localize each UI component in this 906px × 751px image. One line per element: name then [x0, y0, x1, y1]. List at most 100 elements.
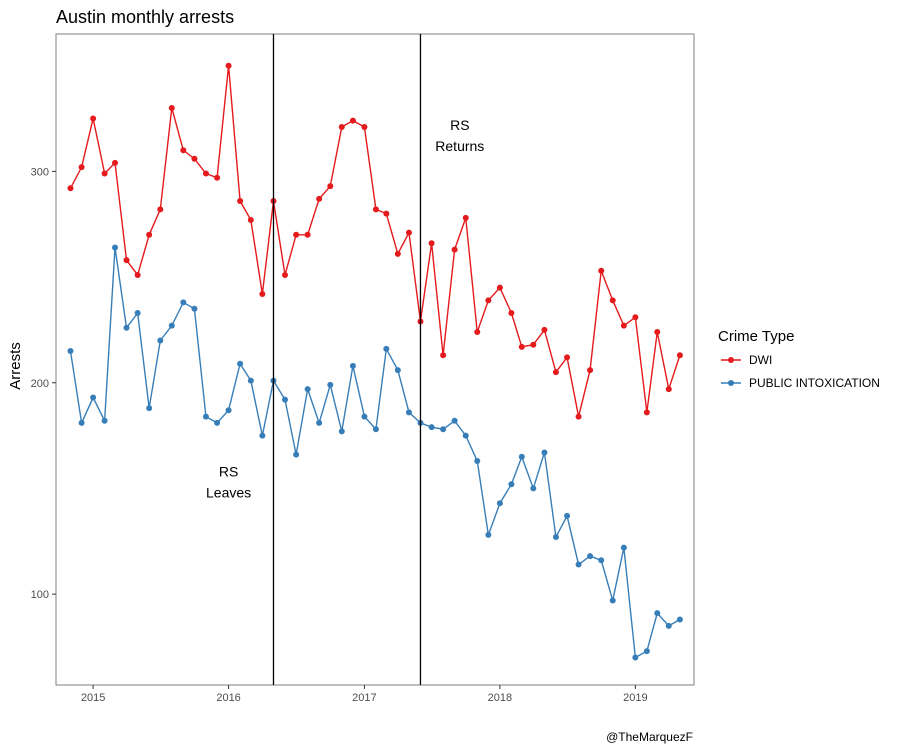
data-point	[518, 453, 525, 460]
data-point	[90, 115, 97, 122]
data-point	[665, 622, 672, 629]
data-point	[598, 557, 605, 564]
data-point	[462, 432, 469, 439]
data-point	[643, 409, 650, 416]
data-point	[587, 553, 594, 560]
data-point	[281, 271, 288, 278]
data-point	[146, 405, 153, 412]
x-tick-label: 2016	[216, 692, 240, 704]
data-point	[575, 413, 582, 420]
data-point	[293, 451, 300, 458]
plot-area: 2015 2016 2017 2018 2019 100 200 300 RS Leaves RS R…	[31, 33, 695, 704]
data-point	[361, 413, 368, 420]
data-point	[202, 413, 209, 420]
data-point	[338, 428, 345, 435]
data-point	[508, 310, 515, 316]
data-point	[316, 195, 323, 202]
legend-title: Crime Type	[718, 328, 794, 345]
data-point	[405, 229, 412, 236]
data-point	[474, 329, 481, 336]
data-point	[598, 267, 605, 274]
data-point	[451, 246, 458, 253]
data-point	[316, 419, 323, 426]
data-point	[157, 337, 164, 344]
data-point	[508, 481, 515, 488]
data-point	[214, 419, 221, 426]
data-point	[225, 407, 232, 414]
data-point	[78, 164, 85, 171]
data-point	[620, 322, 627, 329]
data-point	[676, 616, 683, 623]
data-point	[247, 377, 254, 384]
data-point	[428, 240, 435, 247]
data-point	[134, 310, 141, 316]
data-point	[609, 297, 616, 304]
data-point	[225, 62, 232, 69]
data-point	[474, 457, 481, 464]
data-point	[552, 534, 559, 541]
y-tick-label: 300	[31, 166, 49, 178]
y-tick-label: 100	[31, 589, 49, 601]
data-point	[180, 299, 187, 306]
chart-title: Austin monthly arrests	[56, 7, 234, 27]
data-point	[665, 386, 672, 393]
data-point	[180, 147, 187, 154]
data-point	[361, 124, 368, 130]
data-point	[428, 424, 435, 431]
legend: Crime Type DWI PUBLIC INTOXICATION	[718, 328, 880, 390]
data-point	[530, 341, 537, 348]
data-point	[168, 322, 175, 329]
x-tick-label: 2017	[352, 692, 376, 704]
annotation-text: Leaves	[206, 485, 251, 501]
data-point	[327, 381, 334, 388]
legend-key-point	[728, 357, 734, 363]
x-tick-label: 2015	[81, 692, 105, 704]
data-point	[383, 210, 390, 217]
data-point	[620, 544, 627, 551]
data-point	[293, 231, 300, 238]
data-point	[609, 597, 616, 604]
legend-label: DWI	[749, 353, 772, 367]
data-point	[123, 324, 130, 331]
data-point	[654, 610, 661, 617]
data-point	[146, 231, 153, 238]
data-point	[485, 531, 492, 538]
data-point	[676, 352, 683, 359]
data-point	[304, 386, 311, 393]
data-point	[654, 329, 661, 336]
annotation-text: Returns	[435, 138, 484, 154]
data-point	[530, 485, 537, 492]
data-point	[247, 217, 254, 223]
annotation-text: RS	[219, 464, 238, 480]
data-point	[304, 231, 311, 238]
data-point	[259, 432, 266, 439]
data-point	[134, 271, 141, 278]
data-point	[632, 314, 639, 321]
y-tick-label: 200	[31, 378, 49, 390]
data-point	[496, 284, 503, 291]
data-point	[90, 394, 97, 401]
series-0	[67, 62, 683, 420]
x-tick-label: 2019	[623, 692, 647, 704]
data-point	[440, 352, 447, 359]
legend-label: PUBLIC INTOXICATION	[749, 376, 880, 390]
data-point	[440, 426, 447, 433]
data-point	[281, 396, 288, 403]
series-line	[69, 65, 681, 417]
data-point	[237, 197, 244, 204]
data-point	[564, 354, 571, 361]
data-point	[123, 257, 130, 264]
data-point	[327, 183, 334, 190]
data-point	[214, 174, 221, 181]
series-1	[67, 244, 683, 661]
panel-border	[55, 33, 695, 686]
legend-key-point	[728, 380, 734, 386]
data-point	[541, 326, 548, 333]
data-point	[518, 343, 525, 350]
data-point	[349, 117, 356, 124]
data-point	[168, 104, 175, 111]
data-point	[643, 648, 650, 655]
data-point	[462, 214, 469, 221]
data-point	[67, 348, 74, 355]
